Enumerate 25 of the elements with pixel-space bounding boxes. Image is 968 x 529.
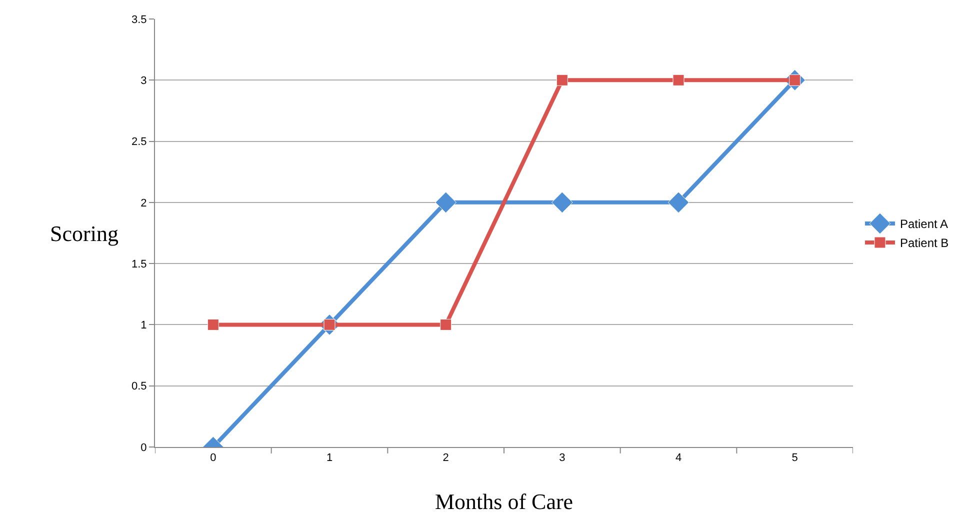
point	[668, 192, 690, 214]
legend-label: Patient A	[900, 217, 948, 232]
x-tick-label: 1	[326, 452, 333, 464]
point	[440, 318, 452, 330]
point	[207, 318, 219, 330]
point	[556, 74, 568, 86]
x-tick-label: 3	[559, 452, 566, 464]
x-tick-label: 5	[792, 452, 798, 464]
point	[672, 74, 684, 86]
x-tick-label: 2	[442, 452, 449, 464]
y-axis-title: Scoring	[50, 221, 118, 246]
y-tick-label: 1.5	[132, 258, 147, 270]
y-tick-label: 2	[140, 197, 147, 210]
y-tick-label: 0	[140, 442, 147, 454]
y-tick-label: 3.5	[132, 14, 147, 26]
x-tick-label: 0	[210, 452, 216, 464]
y-tick-label: 0.5	[132, 380, 147, 393]
y-tick-label: 3	[140, 74, 147, 87]
y-tick-label: 2.5	[132, 136, 147, 148]
point	[435, 192, 456, 214]
x-tick-label: 4	[675, 452, 682, 464]
legend-label: Patient B	[900, 236, 949, 250]
y-tick-label: 1	[140, 320, 147, 332]
x-axis-title: Months of Care	[434, 489, 574, 514]
point	[552, 192, 573, 214]
